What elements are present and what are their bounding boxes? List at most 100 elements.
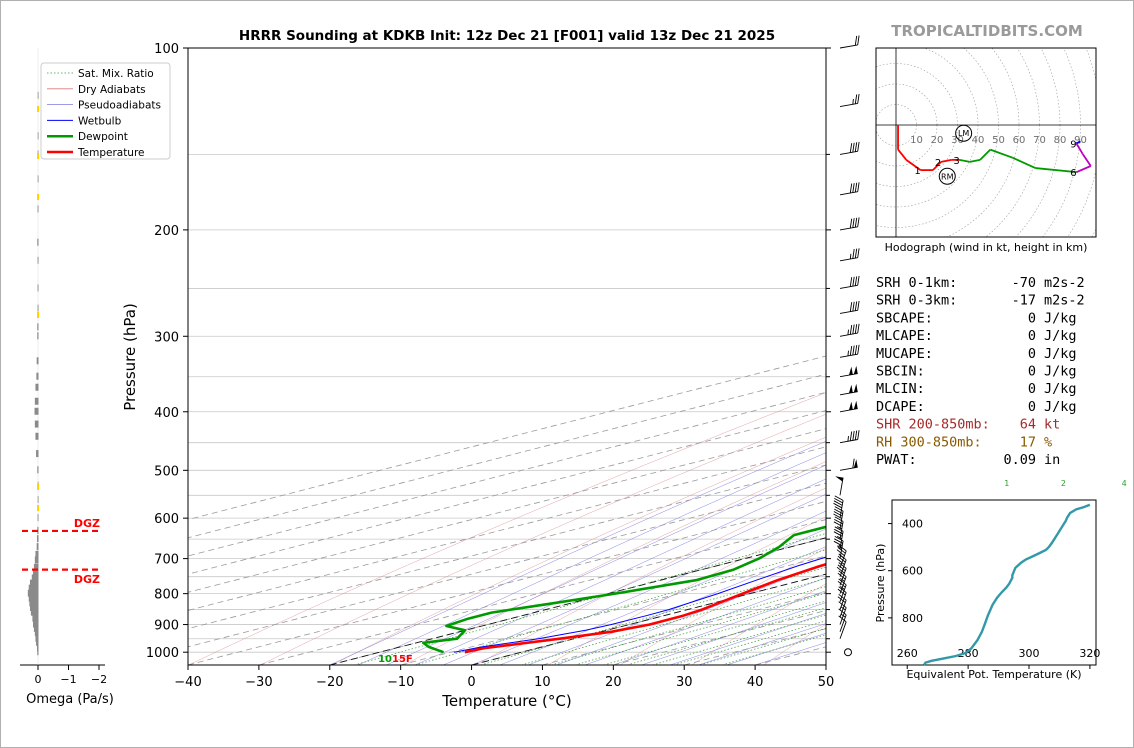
dry-adiabat	[1123, 48, 1134, 665]
profile-temperature	[464, 562, 826, 654]
y-tick-label: 400	[154, 406, 179, 421]
index-label: SRH 0-1km:	[876, 275, 957, 291]
dry-adiabat	[188, 392, 826, 665]
x-axis-label: Temperature (°C)	[441, 692, 571, 710]
wind-barb	[839, 458, 858, 471]
pseudo-adiabat	[499, 528, 826, 665]
hodograph-ring-label: 10	[910, 135, 923, 146]
wind-barb	[833, 526, 844, 550]
y-tick-label: 600	[154, 512, 179, 527]
hodograph-trace-segment	[989, 148, 1014, 159]
wind-barb	[839, 141, 860, 155]
omega-bar	[37, 132, 39, 140]
pseudo-adiabat	[698, 623, 826, 665]
wind-barb	[839, 373, 858, 378]
wind-barb-flag	[848, 384, 853, 394]
mixing-ratio-line	[627, 607, 826, 665]
wind-barb	[838, 608, 847, 632]
hodograph-ring-label: 80	[1054, 135, 1067, 146]
wind-barb	[837, 570, 847, 594]
wind-barb	[837, 586, 847, 610]
dgz-label-bottom: DGZ	[74, 573, 100, 586]
wind-barb-flag	[848, 366, 853, 376]
legend-label: Temperature	[77, 147, 145, 159]
hodograph-ring-label: 60	[1013, 135, 1026, 146]
omega-bar	[31, 574, 39, 582]
index-unit: J/kg	[1044, 310, 1077, 326]
wind-barb	[839, 248, 860, 262]
wind-barb	[839, 300, 860, 314]
x-tick-label: 50	[818, 675, 835, 690]
dry-adiabat	[260, 413, 826, 665]
omega-minor-marker	[37, 484, 39, 490]
omega-bar	[37, 91, 39, 99]
omega-bar	[33, 620, 39, 628]
pseudo-adiabat	[414, 478, 826, 665]
dry-adiabat	[404, 461, 826, 665]
wind-barb	[833, 516, 844, 540]
pseudo-adiabat	[556, 562, 826, 665]
hodograph-trace-segment	[897, 149, 907, 161]
mixing-ratio-line	[521, 577, 826, 665]
wind-barb-flag	[835, 476, 844, 482]
wind-barb	[839, 275, 860, 289]
hodograph-ring-label: 90	[1074, 135, 1087, 146]
legend-label: Dewpoint	[78, 131, 128, 143]
omega-bar	[37, 496, 39, 504]
mixing-ratio-label: 4	[1122, 479, 1127, 488]
omega-bar	[35, 550, 39, 558]
isotherm	[188, 482, 826, 648]
isotherm	[188, 464, 826, 630]
wind-barb	[839, 408, 858, 413]
hodograph-frame	[875, 47, 1097, 238]
omega-bar	[34, 629, 39, 637]
pseudo-adiabat	[641, 602, 826, 665]
pseudo-adiabat	[471, 510, 826, 665]
pseudo-adiabat	[528, 546, 826, 665]
omega-bar	[34, 420, 39, 428]
omega-bar	[33, 569, 39, 577]
mixing-ratio-line	[603, 600, 826, 665]
wind-barb	[839, 477, 844, 496]
index-value: 0	[1028, 310, 1036, 326]
omega-minor-marker	[37, 106, 39, 112]
index-unit: J/kg	[1044, 328, 1077, 344]
hodograph-height-label: 9	[1070, 139, 1076, 150]
theta-e-y-tick-label: 400	[902, 518, 923, 531]
pseudo-adiabat	[357, 452, 826, 665]
index-label: SBCAPE:	[876, 310, 933, 326]
omega-minor-marker	[37, 505, 39, 511]
mixing-ratio-line	[722, 634, 826, 665]
index-unit: %	[1044, 434, 1052, 450]
index-value: 0	[1028, 399, 1036, 415]
chart-title: HRRR Sounding at KDKB Init: 12z Dec 21 […	[239, 28, 775, 44]
hodograph-trace-segment	[1035, 167, 1077, 174]
wind-barb-flag	[853, 459, 858, 468]
profile-dewpoint	[422, 525, 826, 654]
omega-bar	[35, 634, 39, 642]
theta-e-y-tick-label: 800	[902, 612, 923, 625]
x-tick-label: 30	[676, 675, 693, 690]
hodograph-ring-label: 30	[951, 135, 964, 146]
mixing-ratio-line	[673, 620, 826, 665]
omega-bar	[36, 450, 39, 458]
legend-label: Dry Adiabats	[78, 84, 146, 96]
indices-table: SRH 0-1km: -70 m2s-2 SRH 0-3km: -17 m2s-2 SBCA…	[876, 275, 1085, 468]
hodograph-ring-label: 70	[1033, 135, 1046, 146]
index-label: MLCAPE:	[876, 328, 933, 344]
surface-temp-label: 10	[378, 654, 392, 665]
omega-bar	[36, 535, 39, 543]
omega-bar	[36, 372, 39, 380]
dry-adiabat	[619, 548, 826, 665]
storm-motion-label: RM	[941, 172, 954, 181]
omega-bar	[32, 614, 39, 622]
index-value: 0.09	[1003, 452, 1036, 468]
y-tick-label: 1000	[146, 646, 179, 661]
y-tick-label: 800	[154, 588, 179, 603]
hodograph-trace-segment	[1075, 142, 1084, 155]
index-unit: J/kg	[1044, 399, 1077, 415]
hodograph-trace-segment	[1075, 140, 1081, 145]
x-tick-label: −40	[174, 675, 201, 690]
hodograph-trace-segment	[959, 158, 970, 163]
